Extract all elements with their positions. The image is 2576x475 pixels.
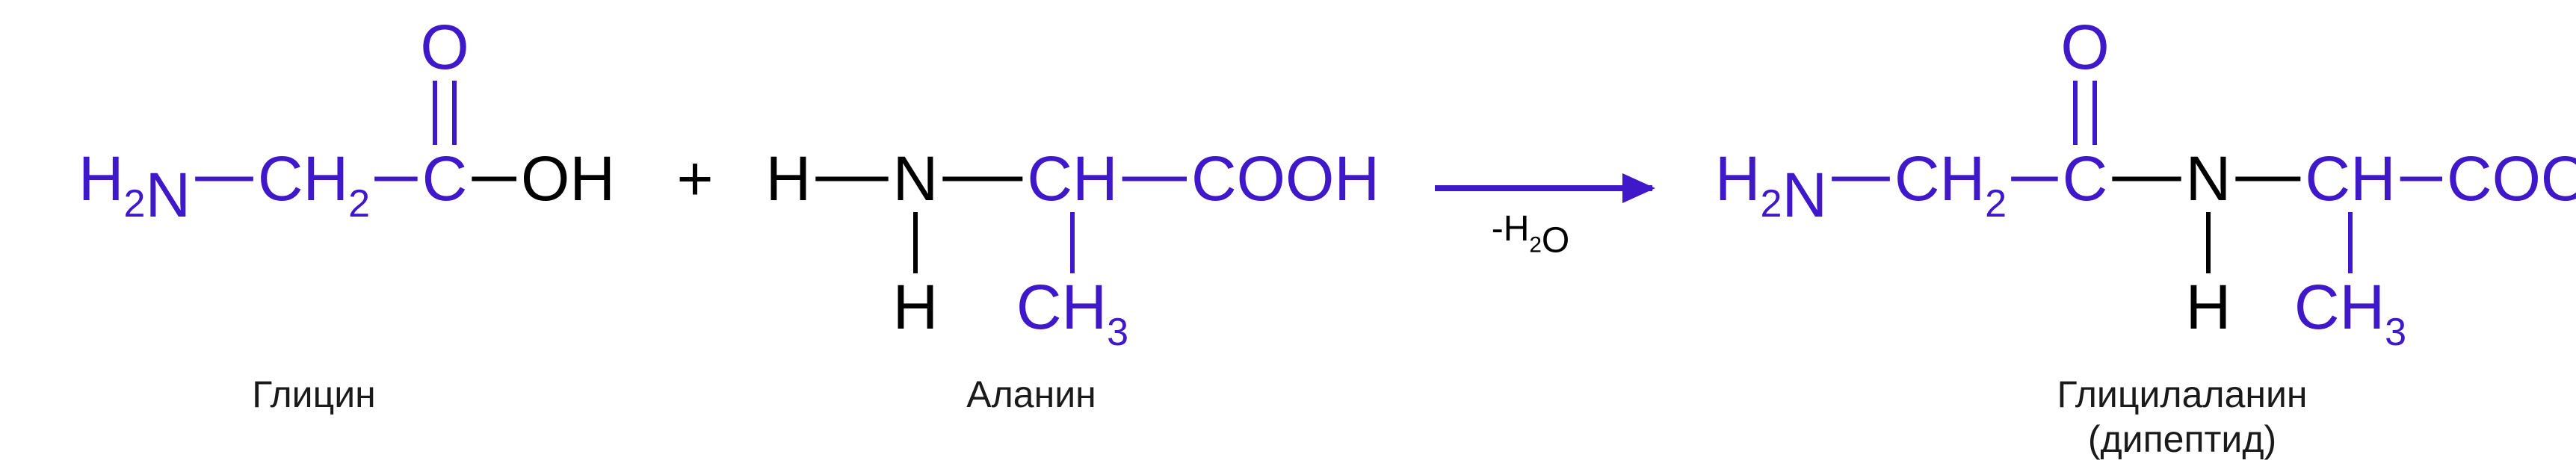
alanine-label: Аланин <box>966 373 1096 415</box>
atom-a-n: N <box>893 143 939 214</box>
atom-a-h: H <box>766 143 812 214</box>
atom-g-o: O <box>420 12 469 82</box>
atom-g-c: C <box>422 143 468 214</box>
atom-a-ch3: CH3 <box>1016 272 1128 354</box>
atom-p-ch3: CH3 <box>2294 272 2406 354</box>
reaction-diagram: H2NCH2COHOHNCHCOOHHCH3H2NCH2CONHCHCH3COO… <box>0 0 2576 475</box>
atom-p-h2n: H2N <box>1715 143 1827 230</box>
atom-p-cooh: COOH <box>2447 143 2576 214</box>
atom-g-oh: OH <box>521 143 615 214</box>
glycine-label: Глицин <box>252 373 376 415</box>
product-label2: (дипептид) <box>2088 418 2276 460</box>
reaction-arrow-head <box>1622 173 1655 203</box>
atom-a-hb: H <box>893 272 939 342</box>
plus-operator: + <box>676 143 713 214</box>
atom-p-ch2: CH2 <box>1894 143 2007 226</box>
atom-a-ch: CH <box>1027 143 1117 214</box>
atom-p-c: C <box>2063 143 2108 214</box>
atom-g-h2n: H2N <box>78 143 191 230</box>
arrow-condition: -H2O <box>1492 209 1570 260</box>
product-label: Глицилаланин <box>2057 373 2307 415</box>
atom-g-ch2: CH2 <box>258 143 370 226</box>
atom-p-hb: H <box>2186 272 2231 342</box>
atom-p-ch: CH <box>2305 143 2395 214</box>
atom-p-o: O <box>2060 12 2109 82</box>
atom-a-cooh: COOH <box>1191 143 1380 214</box>
atom-p-n: N <box>2186 143 2231 214</box>
